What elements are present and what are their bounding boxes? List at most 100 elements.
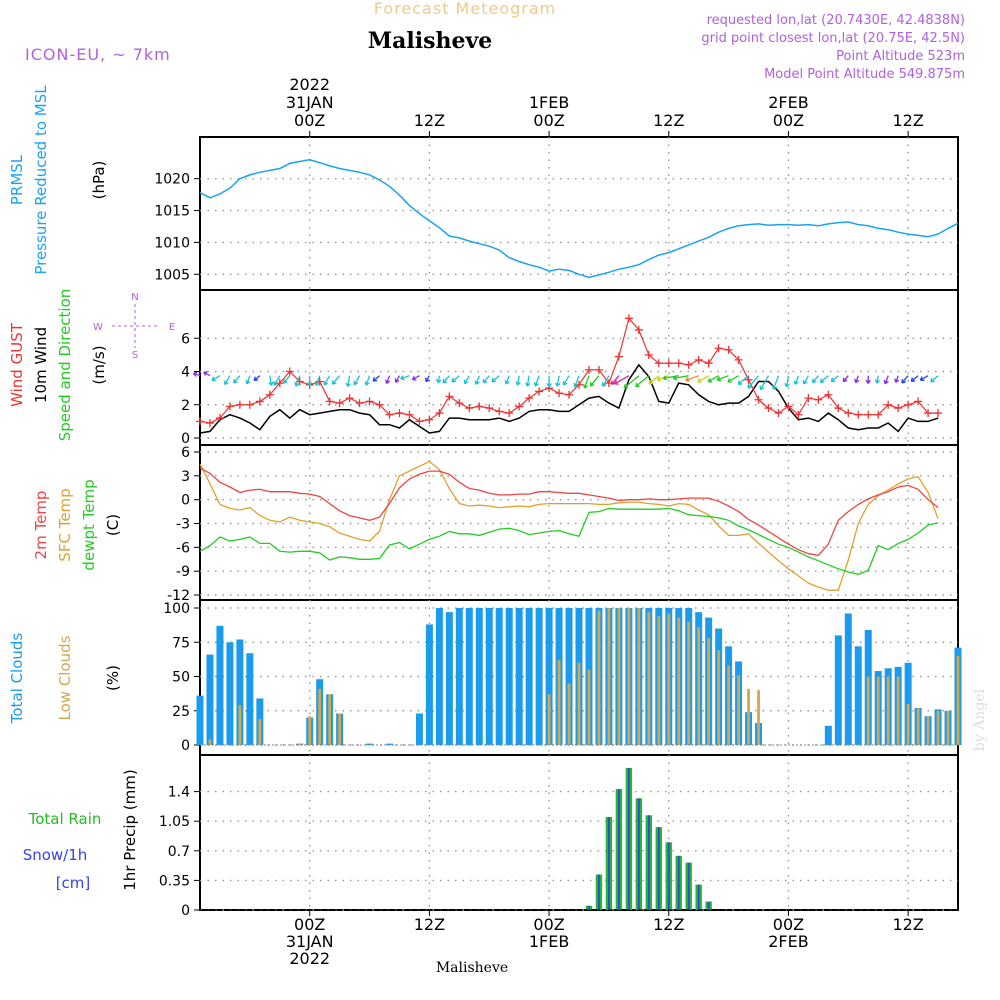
panel-label-temp: dewpt Temp	[80, 479, 98, 570]
wind-gust-marker	[355, 399, 364, 408]
snow-bar	[608, 816, 610, 910]
low-cloud-bar	[697, 627, 701, 745]
legend-snow: Snow/1h	[23, 846, 88, 864]
y-tick-label: 1015	[154, 204, 190, 220]
model-altitude: Model Point Altitude 549.875m	[764, 67, 965, 82]
low-cloud-bar	[906, 703, 910, 745]
panel-label-wind: (m/s)	[90, 345, 108, 384]
snow-bar	[697, 884, 700, 910]
total-cloud-bar	[545, 608, 553, 745]
wind-direction-arrow	[364, 375, 371, 386]
total-cloud-bar	[246, 653, 254, 745]
low-cloud-bar	[936, 710, 940, 745]
bottom-time-label: 12Z	[653, 915, 684, 934]
wind-direction-arrow	[451, 375, 460, 383]
wind-direction-arrow	[930, 375, 939, 383]
wind-gust-marker	[395, 409, 404, 418]
snow-bar	[657, 827, 660, 910]
panel-frame-precip	[199, 754, 959, 911]
wind-direction-arrow	[400, 375, 410, 381]
wind-gust-line	[199, 317, 939, 424]
total-cloud-bar	[535, 608, 543, 745]
low-cloud-bar	[657, 616, 661, 745]
low-cloud-bar	[687, 621, 691, 745]
wind-gust-marker	[624, 314, 633, 323]
wind-direction-arrow	[463, 375, 470, 385]
wind-gust-marker	[814, 395, 823, 404]
wind-gust-marker	[754, 395, 763, 404]
total-cloud-bar	[844, 613, 852, 745]
low-cloud-bar	[667, 613, 671, 745]
low-cloud-bar	[916, 708, 920, 745]
wind-gust-marker	[694, 355, 703, 364]
total-cloud-bar	[366, 743, 374, 745]
wind-gust-marker	[425, 415, 434, 424]
compass-north: N	[131, 292, 138, 303]
wind-gust-marker	[664, 359, 673, 368]
low-cloud-bar	[707, 638, 711, 745]
wind-direction-arrow	[759, 375, 770, 391]
bottom-time-label: 00Z	[294, 915, 325, 934]
wind-gust-marker	[934, 409, 943, 418]
low-cloud-bar	[328, 694, 332, 745]
wind-gust-marker	[764, 404, 773, 413]
total-cloud-bar	[206, 654, 214, 745]
wind-direction-arrow	[192, 371, 201, 377]
wind-direction-arrow	[282, 375, 291, 384]
precip-axis-label: 1hr Precip (mm)	[121, 769, 139, 890]
wind-direction-arrow	[747, 375, 759, 389]
y-tick-label: 4	[181, 365, 190, 381]
wind-gust-marker	[654, 359, 663, 368]
wind-gust-marker	[235, 400, 244, 409]
bottom-time-label: 12Z	[414, 915, 445, 934]
wind-gust-marker	[804, 394, 813, 403]
wind-direction-arrow	[525, 375, 531, 387]
wind-direction-arrow	[533, 375, 540, 387]
wind-direction-arrow	[793, 375, 800, 385]
y-tick-label: 0	[181, 738, 190, 754]
wind-gust-marker	[505, 409, 514, 418]
wind-direction-arrow	[435, 375, 442, 384]
compass-west: W	[93, 322, 103, 333]
total-cloud-bar	[565, 608, 573, 745]
low-cloud-bar	[557, 660, 561, 745]
panel-label-clouds: Low Clouds	[56, 635, 74, 720]
panel-label-pressure: PRMSL	[8, 154, 26, 205]
wind-direction-arrow	[919, 375, 929, 381]
total-cloud-bar	[515, 608, 523, 745]
wind-direction-arrow	[582, 375, 590, 389]
low-cloud-bar	[727, 665, 731, 745]
compass-south: S	[132, 350, 138, 361]
y-tick-label: 75	[172, 635, 190, 651]
wind-direction-arrow	[504, 375, 510, 385]
top-time-label: 1FEB	[529, 93, 569, 112]
wind-gust-marker	[515, 402, 524, 411]
wind-gust-marker	[744, 375, 753, 384]
total-cloud-bar	[834, 635, 842, 745]
snow-bar	[707, 901, 710, 910]
wind-direction-arrow	[555, 375, 561, 387]
legend-total-rain: Total Rain	[28, 810, 102, 828]
wind-gust-marker	[784, 402, 793, 411]
low-cloud-bar	[308, 716, 312, 745]
wind-gust-marker	[894, 404, 903, 413]
y-tick-label: 1.4	[168, 785, 190, 801]
low-cloud-bar	[896, 676, 900, 745]
wind-gust-marker	[874, 410, 883, 419]
wind-direction-arrow	[294, 375, 301, 387]
low-cloud-bar	[737, 675, 740, 745]
wind-direction-arrow	[345, 375, 351, 388]
low-cloud-bar	[876, 676, 880, 745]
low-cloud-bar	[627, 608, 631, 745]
wind-direction-arrow	[411, 375, 420, 381]
low-cloud-bar	[677, 617, 681, 745]
snow-bar	[617, 789, 620, 910]
wind-gust-marker	[774, 409, 783, 418]
y-tick-label: 1020	[154, 172, 190, 188]
wind-direction-arrow	[865, 375, 871, 384]
wind-gust-marker	[824, 390, 833, 399]
wind-direction-arrow	[546, 375, 552, 388]
wind-gust-marker	[405, 410, 414, 419]
wind-direction-arrow	[623, 375, 640, 389]
wind-gust-marker	[864, 410, 873, 419]
